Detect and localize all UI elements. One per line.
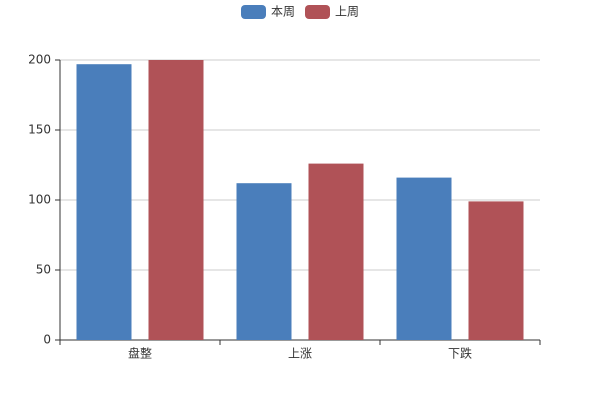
bar xyxy=(308,163,364,340)
legend-label[interactable]: 上周 xyxy=(335,5,359,19)
x-tick-label: 盘整 xyxy=(128,346,152,361)
y-tick-label: 100 xyxy=(28,193,51,207)
legend-swatch[interactable] xyxy=(241,5,266,19)
y-tick-label: 150 xyxy=(28,123,51,137)
bar xyxy=(396,177,452,340)
bar xyxy=(236,183,292,340)
legend-label[interactable]: 本周 xyxy=(271,5,295,19)
y-tick-label: 200 xyxy=(28,53,51,67)
x-tick-label: 上涨 xyxy=(288,346,312,361)
y-tick-label: 0 xyxy=(43,333,51,347)
y-tick-label: 50 xyxy=(36,263,51,277)
bar xyxy=(76,64,132,340)
bar xyxy=(468,201,524,340)
bar xyxy=(148,60,204,340)
legend-swatch[interactable] xyxy=(305,5,330,19)
x-tick-label: 下跌 xyxy=(448,346,472,361)
